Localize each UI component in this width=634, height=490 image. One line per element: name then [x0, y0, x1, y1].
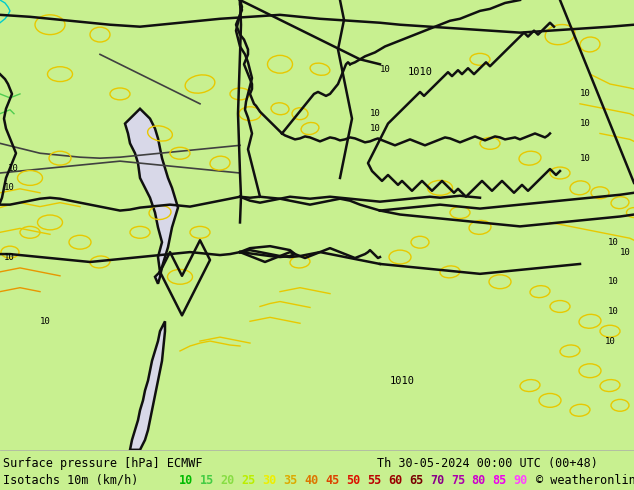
Text: 10: 10 — [608, 307, 619, 316]
Text: 10: 10 — [179, 474, 193, 487]
Text: Isotachs 10m (km/h): Isotachs 10m (km/h) — [3, 474, 139, 487]
Text: 10: 10 — [620, 247, 631, 257]
Text: 10: 10 — [370, 124, 381, 133]
Text: 70: 70 — [430, 474, 444, 487]
Polygon shape — [130, 321, 165, 450]
Text: 65: 65 — [409, 474, 423, 487]
Text: 10: 10 — [580, 119, 591, 128]
Text: 25: 25 — [242, 474, 256, 487]
Text: 35: 35 — [283, 474, 297, 487]
Text: 90: 90 — [514, 474, 527, 487]
Text: 1010: 1010 — [408, 67, 433, 77]
Text: 75: 75 — [451, 474, 465, 487]
Text: 10: 10 — [4, 183, 15, 193]
Text: 30: 30 — [262, 474, 276, 487]
Text: 10: 10 — [580, 154, 591, 163]
Text: 10: 10 — [580, 89, 591, 98]
Text: 10: 10 — [40, 317, 51, 326]
Text: 60: 60 — [388, 474, 402, 487]
Text: 40: 40 — [304, 474, 318, 487]
Text: 80: 80 — [472, 474, 486, 487]
Text: 55: 55 — [367, 474, 381, 487]
Text: 10: 10 — [608, 238, 619, 246]
Text: 10: 10 — [380, 65, 391, 74]
Text: 50: 50 — [346, 474, 360, 487]
Text: 10: 10 — [8, 164, 19, 172]
Text: 10: 10 — [608, 277, 619, 286]
Polygon shape — [125, 109, 178, 284]
Text: 15: 15 — [200, 474, 214, 487]
Text: 1010: 1010 — [390, 376, 415, 386]
Text: 85: 85 — [493, 474, 507, 487]
Text: 45: 45 — [325, 474, 339, 487]
Text: 10: 10 — [370, 109, 381, 118]
Text: 20: 20 — [221, 474, 235, 487]
Text: © weatheronline.co.uk: © weatheronline.co.uk — [536, 474, 634, 487]
Text: 10: 10 — [4, 252, 15, 262]
Text: Th 30-05-2024 00:00 UTC (00+48): Th 30-05-2024 00:00 UTC (00+48) — [377, 457, 598, 470]
Text: 10: 10 — [605, 337, 616, 345]
Text: Surface pressure [hPa] ECMWF: Surface pressure [hPa] ECMWF — [3, 457, 203, 470]
